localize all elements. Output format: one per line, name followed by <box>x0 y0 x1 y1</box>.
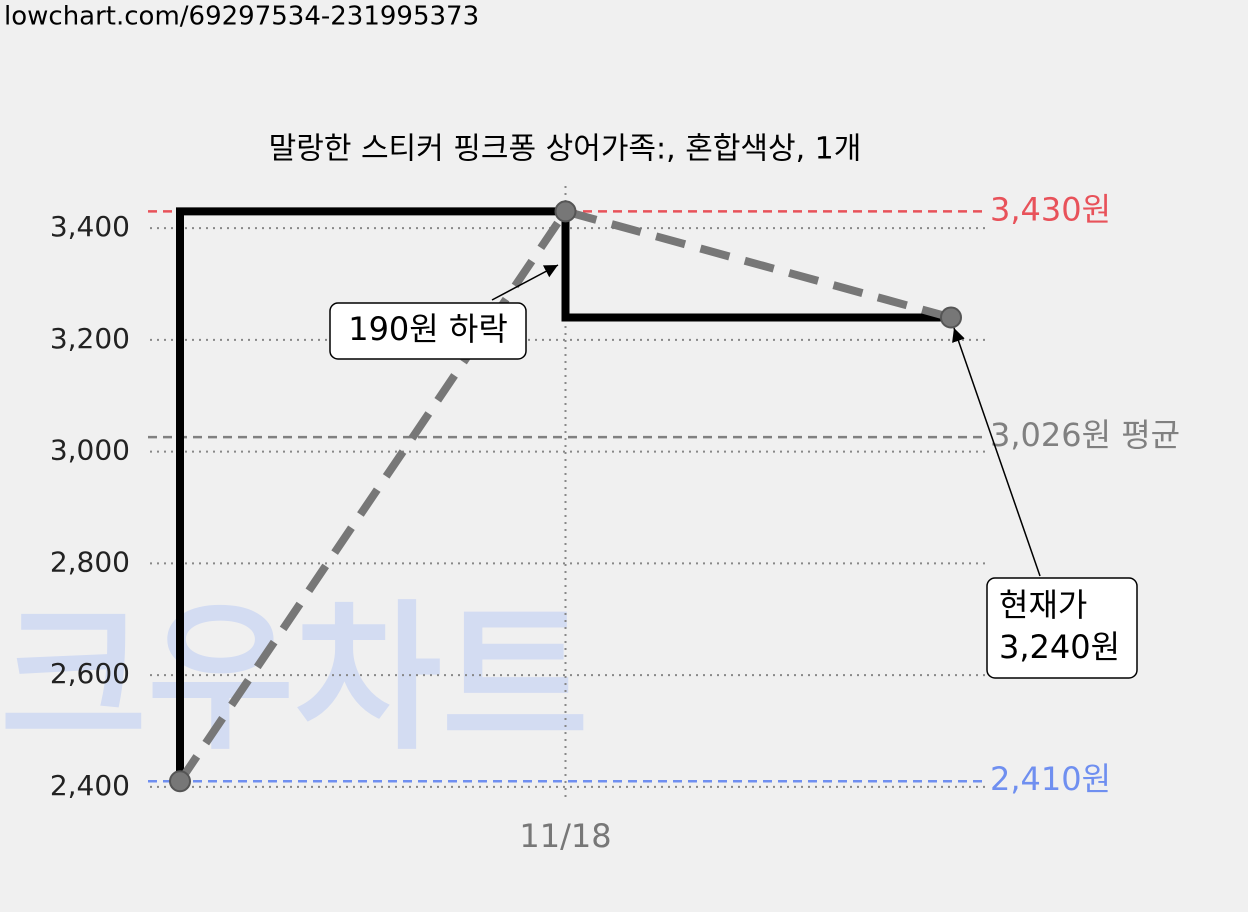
annotation-box <box>329 302 527 360</box>
reference-label: 3,026원 평균 <box>990 416 1180 454</box>
url: lowchart.com/69297534-231995373 <box>4 2 479 32</box>
point <box>554 200 577 223</box>
annotation-text: 190원 하락 <box>348 310 508 348</box>
point <box>940 306 962 329</box>
y-tick-label: 2,800 <box>50 545 130 578</box>
annotation-box <box>986 577 1138 679</box>
annotation-arrow <box>491 264 559 301</box>
y-tick-label: 2,600 <box>50 657 130 690</box>
reference-label: 2,410원 <box>990 760 1111 798</box>
annotation-text: 현재가 <box>999 586 1087 624</box>
reference-label: 3,430원 <box>990 190 1111 228</box>
annotation-arrow <box>952 327 1041 577</box>
y-tick-label: 3,200 <box>50 322 130 355</box>
y-tick-label: 3,400 <box>50 210 130 243</box>
point <box>169 770 191 793</box>
x-tick-label: 11/18 <box>519 817 611 855</box>
y-tick-label: 2,400 <box>50 769 130 802</box>
y-tick-label: 3,000 <box>50 434 130 467</box>
annotation-text: 3,240원 <box>999 628 1120 666</box>
chart-title: 말랑한 스티커 핑크퐁 상어가족:, 혼합색상, 1개 <box>269 132 862 167</box>
